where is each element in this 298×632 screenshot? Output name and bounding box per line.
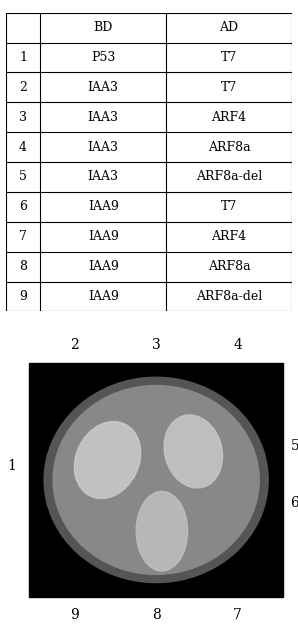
Text: 9: 9 — [19, 290, 27, 303]
Text: 8: 8 — [19, 260, 27, 273]
Text: 1: 1 — [19, 51, 27, 64]
Text: 5: 5 — [291, 439, 298, 453]
Text: IAA9: IAA9 — [88, 260, 119, 273]
Text: 9: 9 — [70, 608, 79, 622]
Text: ARF8a: ARF8a — [208, 260, 250, 273]
Text: ARF4: ARF4 — [212, 230, 247, 243]
Text: T7: T7 — [221, 51, 237, 64]
Text: IAA3: IAA3 — [88, 111, 119, 124]
Text: T7: T7 — [221, 81, 237, 94]
Text: 4: 4 — [233, 338, 242, 352]
Ellipse shape — [74, 422, 141, 499]
Text: ARF8a-del: ARF8a-del — [196, 290, 262, 303]
Text: 6: 6 — [19, 200, 27, 214]
Ellipse shape — [53, 386, 259, 574]
Text: 7: 7 — [19, 230, 27, 243]
Text: ARF4: ARF4 — [212, 111, 247, 124]
Text: 1: 1 — [7, 459, 16, 473]
Ellipse shape — [44, 377, 268, 583]
Text: 5: 5 — [19, 171, 27, 183]
Text: IAA9: IAA9 — [88, 230, 119, 243]
Text: AD: AD — [220, 21, 239, 34]
Ellipse shape — [164, 415, 223, 488]
Text: P53: P53 — [91, 51, 115, 64]
Text: IAA3: IAA3 — [88, 171, 119, 183]
Text: IAA9: IAA9 — [88, 290, 119, 303]
Text: T7: T7 — [221, 200, 237, 214]
Ellipse shape — [136, 491, 188, 571]
Bar — [29, 363, 283, 597]
Text: 3: 3 — [19, 111, 27, 124]
Text: 4: 4 — [19, 140, 27, 154]
Text: IAA9: IAA9 — [88, 200, 119, 214]
Text: 6: 6 — [291, 495, 298, 509]
Text: 8: 8 — [152, 608, 161, 622]
Text: 7: 7 — [233, 608, 242, 622]
Text: 2: 2 — [70, 338, 79, 352]
Text: ARF8a: ARF8a — [208, 140, 250, 154]
Text: 3: 3 — [152, 338, 161, 352]
Text: BD: BD — [94, 21, 113, 34]
Text: IAA3: IAA3 — [88, 81, 119, 94]
Text: 2: 2 — [19, 81, 27, 94]
Text: IAA3: IAA3 — [88, 140, 119, 154]
Text: ARF8a-del: ARF8a-del — [196, 171, 262, 183]
